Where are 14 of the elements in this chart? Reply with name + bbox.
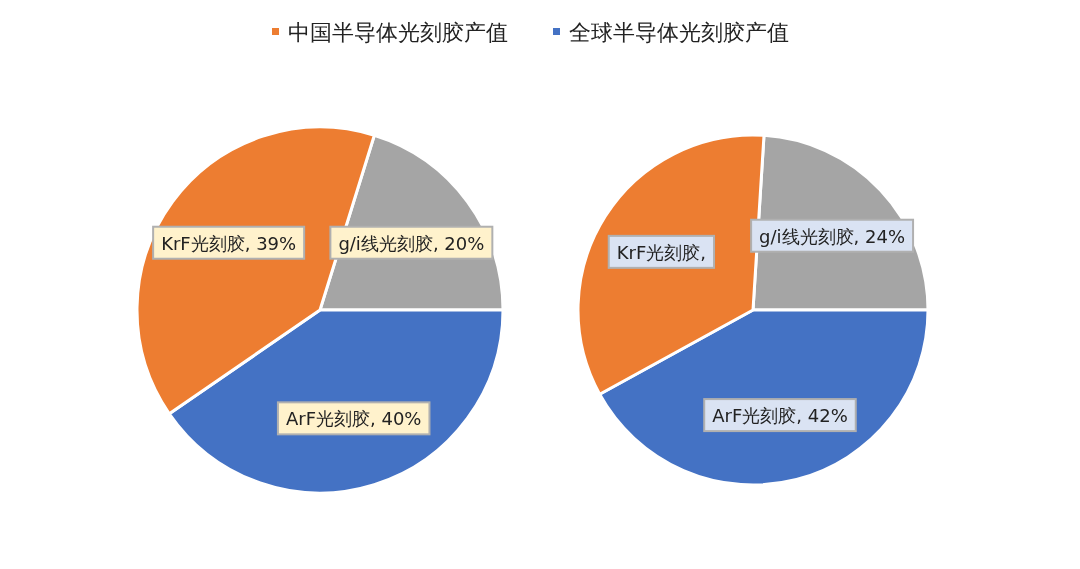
text: , 24% [853, 225, 906, 247]
slice-label: KrF光刻胶 [161, 232, 245, 254]
slice-label: ArF光刻胶 [285, 408, 370, 430]
legend-label: 全球半导体光刻胶产值 [569, 20, 789, 45]
slice-label: ArF光刻胶 [712, 405, 797, 427]
slice-label: g/i线光刻胶 [759, 225, 854, 247]
text: , 20% [432, 232, 485, 254]
text: , 39% [244, 232, 297, 254]
text: , 42% [796, 405, 848, 427]
slice-label: g/i线光刻胶 [338, 232, 433, 254]
legend-label: 中国半导体光刻胶产值 [288, 20, 508, 45]
text: , [700, 241, 707, 263]
slice-label: KrF光刻胶 [616, 241, 701, 263]
text: , 40% [370, 408, 422, 430]
